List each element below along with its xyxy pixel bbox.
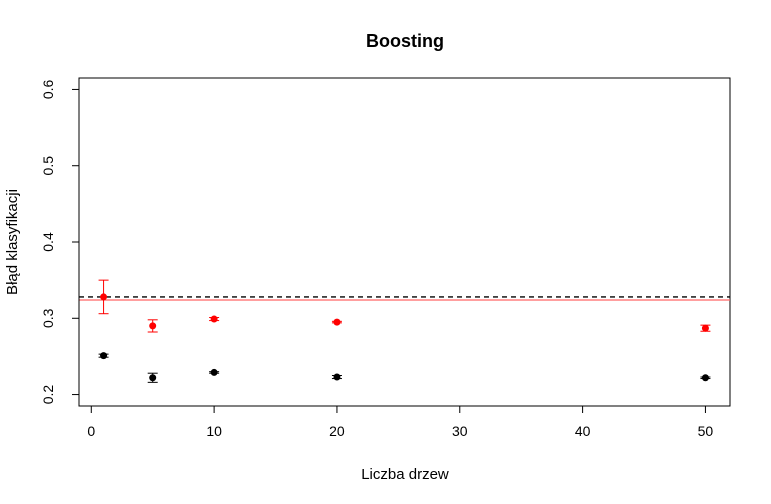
chart-title: Boosting <box>366 31 444 51</box>
y-axis-label: Błąd klasyfikacji <box>4 189 21 295</box>
plot-frame <box>78 77 731 407</box>
y-tick-label: 0.2 <box>40 385 56 405</box>
x-tick-label: 10 <box>206 423 222 439</box>
series-layer <box>98 279 711 383</box>
data-point <box>701 374 709 382</box>
y-axis: 0.2 0.3 0.4 0.5 0.6 <box>40 80 80 405</box>
x-tick-label: 20 <box>329 423 345 439</box>
y-tick-label: 0.6 <box>40 80 56 100</box>
y-tick-label: 0.3 <box>40 308 56 328</box>
data-point <box>701 324 709 332</box>
y-tick-label: 0.5 <box>40 156 56 176</box>
data-point <box>210 368 218 376</box>
data-point <box>100 293 108 301</box>
data-point <box>149 322 157 330</box>
reference-lines <box>79 296 730 301</box>
x-tick-label: 30 <box>452 423 468 439</box>
x-axis-label: Liczba drzew <box>361 466 449 483</box>
x-tick-label: 0 <box>87 423 95 439</box>
data-point <box>333 318 341 326</box>
x-axis: 0 10 20 30 40 50 <box>87 405 714 439</box>
x-tick-label: 50 <box>698 423 714 439</box>
data-point <box>100 352 108 360</box>
x-tick-label: 40 <box>575 423 591 439</box>
data-point <box>149 374 157 382</box>
y-tick-label: 0.4 <box>40 232 56 252</box>
data-point <box>333 373 341 381</box>
data-point <box>210 315 218 323</box>
